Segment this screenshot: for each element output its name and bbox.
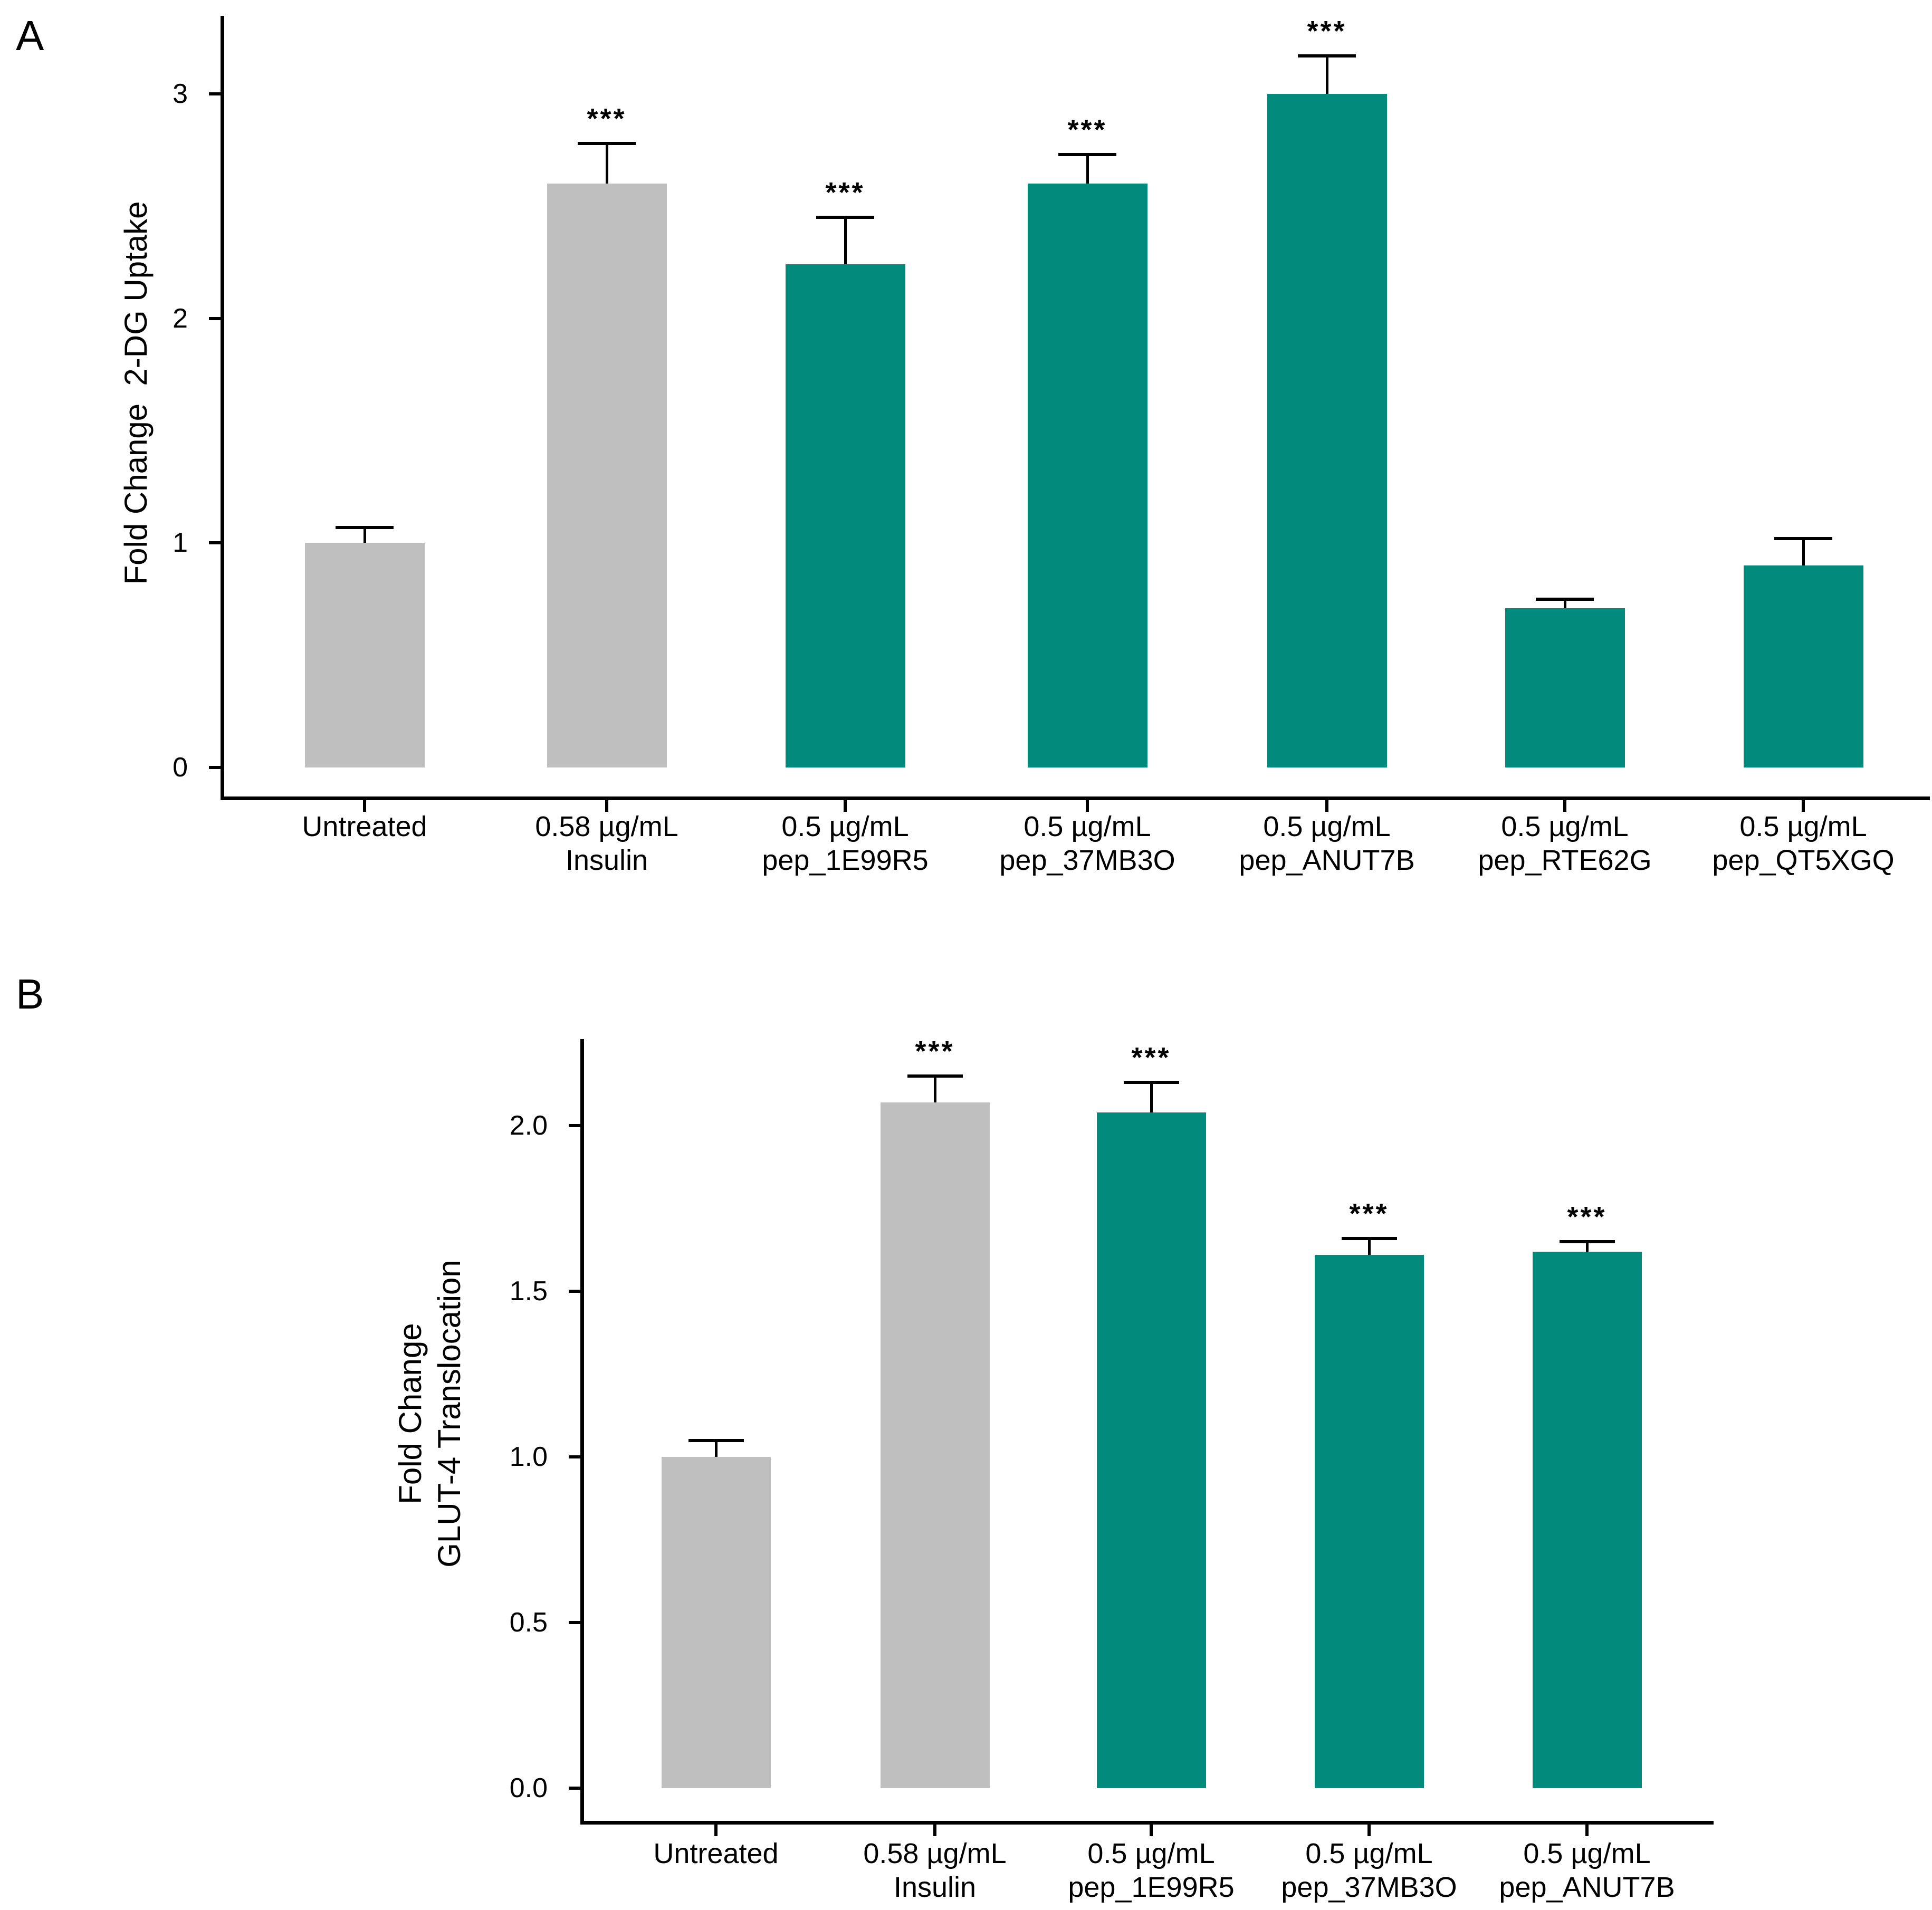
y-axis-tick [569,1124,580,1127]
x-axis-tick [1563,800,1566,812]
x-axis-tick [1802,800,1805,812]
error-bar-cap [816,216,874,219]
y-axis-tick [569,1787,580,1790]
x-axis-tick [1585,1825,1589,1836]
y-axis-tick [569,1290,580,1293]
x-axis-label: Untreated [653,1838,779,1869]
y-axis-tick-label: 1.5 [509,1276,548,1307]
significance-stars: *** [1131,1042,1171,1074]
error-bar-line [844,217,847,265]
bar [547,184,667,767]
bar [785,264,905,767]
error-bar-cap [1123,1081,1179,1084]
x-axis-tick [363,800,366,812]
error-bar-line [1367,1238,1371,1255]
error-bar-cap [1341,1236,1397,1240]
panel-label-b: B [16,971,44,1018]
y-axis-tick [569,1455,580,1458]
y-axis-tick-label: 2.0 [509,1110,548,1141]
y-axis-tick-label: 0.5 [509,1607,548,1638]
panel-label-a: A [16,12,44,59]
bar [1027,184,1147,767]
x-axis-label: 0.5 µg/mL pep_1E99R5 [762,811,929,876]
bar [880,1102,990,1788]
error-bar-line [1585,1241,1589,1252]
bar [1267,93,1387,767]
bar [1532,1251,1642,1788]
x-axis-tick [1325,800,1328,812]
x-axis-label: 0.5 µg/mL pep_37MB3O [1281,1838,1457,1903]
error-bar-line [1802,538,1805,565]
x-axis-label: 0.5 µg/mL pep_ANUT7B [1499,1838,1675,1903]
error-bar-line [363,527,366,543]
error-bar-cap [1536,597,1594,601]
bar [1314,1254,1424,1788]
x-axis-tick [1086,800,1089,812]
y-axis-line [221,16,224,800]
bar [1096,1112,1206,1788]
error-bar-cap [1559,1240,1615,1243]
y-axis-title: Fold Change 2-DG Uptake [118,201,154,585]
y-axis-tick [209,92,221,95]
y-axis-tick-label: 3 [173,78,188,109]
error-bar-cap [688,1438,744,1442]
x-axis-tick [605,800,608,812]
y-axis-tick-label: 1.0 [509,1442,548,1472]
y-axis-title: Fold Change GLUT-4 Translocation [393,1260,467,1568]
significance-stars: *** [915,1035,955,1067]
bar [661,1457,771,1788]
y-axis-tick [209,766,221,769]
y-axis-tick-label: 2 [173,303,188,334]
error-bar-cap [1774,536,1832,540]
error-bar-cap [336,525,394,529]
bar [304,543,425,767]
y-axis-tick-label: 1 [173,527,188,559]
x-axis-line [221,796,1930,800]
error-bar-line [933,1076,936,1103]
x-axis-label: 0.5 µg/mL pep_37MB3O [999,811,1175,876]
significance-stars: *** [1307,15,1347,47]
significance-stars: *** [587,102,627,135]
error-bar-line [714,1440,718,1457]
error-bar-line [1150,1082,1153,1112]
error-bar-cap [578,141,636,145]
bar [1743,565,1863,767]
error-bar-cap [1058,152,1116,156]
x-axis-tick [1367,1825,1371,1836]
error-bar-cap [907,1074,963,1078]
x-axis-label: Untreated [302,811,427,842]
error-bar-line [1086,154,1089,184]
significance-stars: *** [1567,1201,1607,1233]
x-axis-label: 0.5 µg/mL pep_RTE62G [1478,811,1652,876]
significance-stars: *** [1349,1197,1389,1230]
error-bar-line [1325,55,1328,94]
x-axis-label: 0.5 µg/mL pep_QT5XGQ [1712,811,1895,876]
y-axis-line [580,1039,584,1825]
y-axis-tick [569,1621,580,1624]
x-axis-line [580,1821,1714,1825]
y-axis-tick-label: 0.0 [509,1773,548,1803]
x-axis-tick [714,1825,718,1836]
error-bar-line [1563,599,1566,608]
bar [1505,608,1625,767]
x-axis-label: 0.58 µg/mL Insulin [535,811,678,876]
x-axis-label: 0.58 µg/mL Insulin [863,1838,1007,1903]
error-bar-cap [1298,54,1356,57]
x-axis-label: 0.5 µg/mL pep_1E99R5 [1068,1838,1235,1903]
x-axis-tick [1150,1825,1153,1836]
x-axis-tick [933,1825,936,1836]
error-bar-line [605,143,608,184]
y-axis-tick [209,316,221,320]
significance-stars: *** [825,177,865,209]
x-axis-label: 0.5 µg/mL pep_ANUT7B [1239,811,1415,876]
y-axis-tick [209,541,221,545]
x-axis-tick [844,800,847,812]
y-axis-tick-label: 0 [173,752,188,783]
significance-stars: *** [1067,113,1107,146]
